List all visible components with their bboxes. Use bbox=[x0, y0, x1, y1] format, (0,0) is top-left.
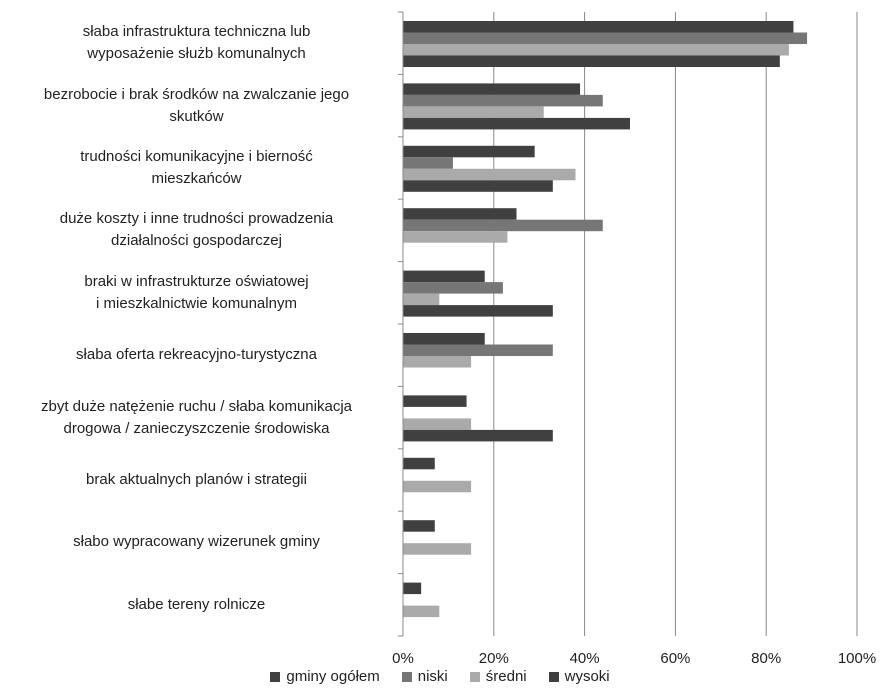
category-label-text: słabe tereny rolnicze bbox=[128, 594, 266, 616]
bar bbox=[403, 117, 630, 130]
bar bbox=[403, 208, 517, 220]
x-tick-labels: 0% 20% 40% 60% 80% 100% bbox=[392, 650, 876, 667]
category-label-text: brak aktualnych planów i strategii bbox=[86, 469, 307, 491]
category-label-line: brak aktualnych planów i strategii bbox=[86, 470, 307, 488]
category-label: słabo wypracowany wizerunek gminy bbox=[0, 511, 393, 573]
x-tick-label: 60% bbox=[660, 650, 690, 667]
category-label-text: bezrobocie i brak środków na zwalczanie … bbox=[44, 84, 349, 128]
bar bbox=[403, 106, 544, 118]
legend-item-gminy-ogolem: gminy ogółem bbox=[270, 668, 380, 685]
x-tick-label: 80% bbox=[751, 650, 781, 667]
category-label-line: słabo wypracowany wizerunek gminy bbox=[73, 533, 320, 551]
category-label-line: trudności komunikacyjne i bierność bbox=[80, 147, 313, 165]
bar bbox=[403, 219, 603, 232]
category-label-line: słaba oferta rekreacyjno-turystyczna bbox=[76, 346, 317, 364]
category-label: słaba oferta rekreacyjno-turystyczna bbox=[0, 324, 393, 386]
category-label: słabe tereny rolnicze bbox=[0, 574, 393, 636]
bar bbox=[403, 145, 535, 158]
bar bbox=[403, 480, 472, 493]
category-label: braki w infrastrukturze oświatowej i mies… bbox=[0, 262, 393, 324]
category-label-line: słabe tereny rolnicze bbox=[127, 595, 266, 613]
category-label-line: wyposażenie służb komunalnych bbox=[87, 45, 306, 63]
bar bbox=[403, 231, 508, 243]
gridlines bbox=[493, 12, 858, 636]
category-label-line: braki w infrastrukturze oświatowej bbox=[84, 272, 309, 290]
bars bbox=[403, 21, 808, 618]
category-label-text: trudności komunikacyjne i bierność mieszk… bbox=[80, 146, 313, 190]
category-label: bezrobocie i brak środków na zwalczanie … bbox=[0, 74, 393, 136]
legend-swatch bbox=[469, 671, 480, 682]
category-label-line: mieszkańców bbox=[151, 169, 242, 187]
bar bbox=[403, 180, 553, 192]
bar bbox=[403, 44, 789, 56]
category-label-text: słaba infrastruktura techniczna lub wypos… bbox=[83, 21, 311, 65]
bar bbox=[403, 55, 780, 67]
legend-label: wysoki bbox=[564, 668, 610, 685]
bar bbox=[403, 429, 553, 442]
category-label: zbyt duże natężenie ruchu / słaba komuni… bbox=[0, 386, 393, 448]
bar bbox=[403, 344, 553, 356]
bar bbox=[403, 457, 435, 470]
bar bbox=[403, 32, 808, 44]
legend-item-sredni: średni bbox=[469, 668, 527, 685]
category-label: brak aktualnych planów i strategii bbox=[0, 449, 393, 511]
category-label-text: duże koszty i inne trudności prowadzenia… bbox=[60, 208, 334, 252]
category-label-line: zbyt duże natężenie ruchu / słaba komuni… bbox=[40, 397, 352, 415]
category-label-line: działalności gospodarczej bbox=[111, 232, 282, 250]
category-label: słaba infrastruktura techniczna lub wypos… bbox=[0, 12, 393, 74]
bar bbox=[403, 418, 472, 430]
bar bbox=[403, 333, 485, 345]
bar bbox=[403, 157, 453, 169]
category-label-line: słaba infrastruktura techniczna lub bbox=[82, 23, 311, 41]
category-label-line: bezrobocie i brak środków na zwalczanie … bbox=[43, 85, 350, 103]
category-label-line: i mieszkalnictwie komunalnym bbox=[96, 294, 297, 312]
bar bbox=[403, 293, 440, 306]
category-label-line: skutków bbox=[169, 107, 224, 125]
category-label-text: zbyt duże natężenie ruchu / słaba komuni… bbox=[41, 396, 352, 440]
category-label-text: braki w infrastrukturze oświatowej i mies… bbox=[84, 271, 308, 315]
legend-label: niski bbox=[417, 668, 448, 685]
legend: gminy ogółem niski średni wysoki bbox=[0, 668, 880, 685]
bar bbox=[403, 605, 440, 618]
bar bbox=[403, 270, 485, 283]
category-label: duże koszty i inne trudności prowadzenia… bbox=[0, 199, 393, 261]
legend-label: gminy ogółem bbox=[286, 668, 380, 685]
bar bbox=[403, 305, 553, 317]
x-tick-label: 40% bbox=[570, 650, 600, 667]
legend-swatch bbox=[401, 671, 412, 682]
bar bbox=[403, 520, 435, 532]
bar bbox=[403, 94, 603, 107]
category-label-line: drogowa / zanieczyszczenie środowiska bbox=[63, 419, 330, 437]
x-tick-label: 20% bbox=[479, 650, 509, 667]
bar bbox=[403, 21, 794, 33]
x-tick-label: 0% bbox=[392, 650, 414, 667]
legend-swatch bbox=[270, 671, 281, 682]
x-tick-label: 100% bbox=[838, 650, 876, 667]
legend-label: średni bbox=[485, 668, 527, 685]
bar bbox=[403, 395, 467, 407]
legend-item-niski: niski bbox=[401, 668, 448, 685]
bar bbox=[403, 168, 576, 181]
bar bbox=[403, 582, 422, 595]
category-label-text: słabo wypracowany wizerunek gminy bbox=[73, 531, 320, 553]
category-label: trudności komunikacyjne i bierność mieszk… bbox=[0, 137, 393, 199]
category-label-text: słaba oferta rekreacyjno-turystyczna bbox=[76, 344, 317, 366]
bar bbox=[403, 543, 472, 555]
bar bbox=[403, 356, 472, 368]
category-label-line: duże koszty i inne trudności prowadzenia bbox=[59, 210, 334, 228]
bar bbox=[403, 83, 581, 95]
legend-swatch bbox=[548, 671, 559, 682]
bar bbox=[403, 282, 503, 294]
legend-item-wysoki: wysoki bbox=[548, 668, 610, 685]
y-axis bbox=[398, 11, 404, 637]
